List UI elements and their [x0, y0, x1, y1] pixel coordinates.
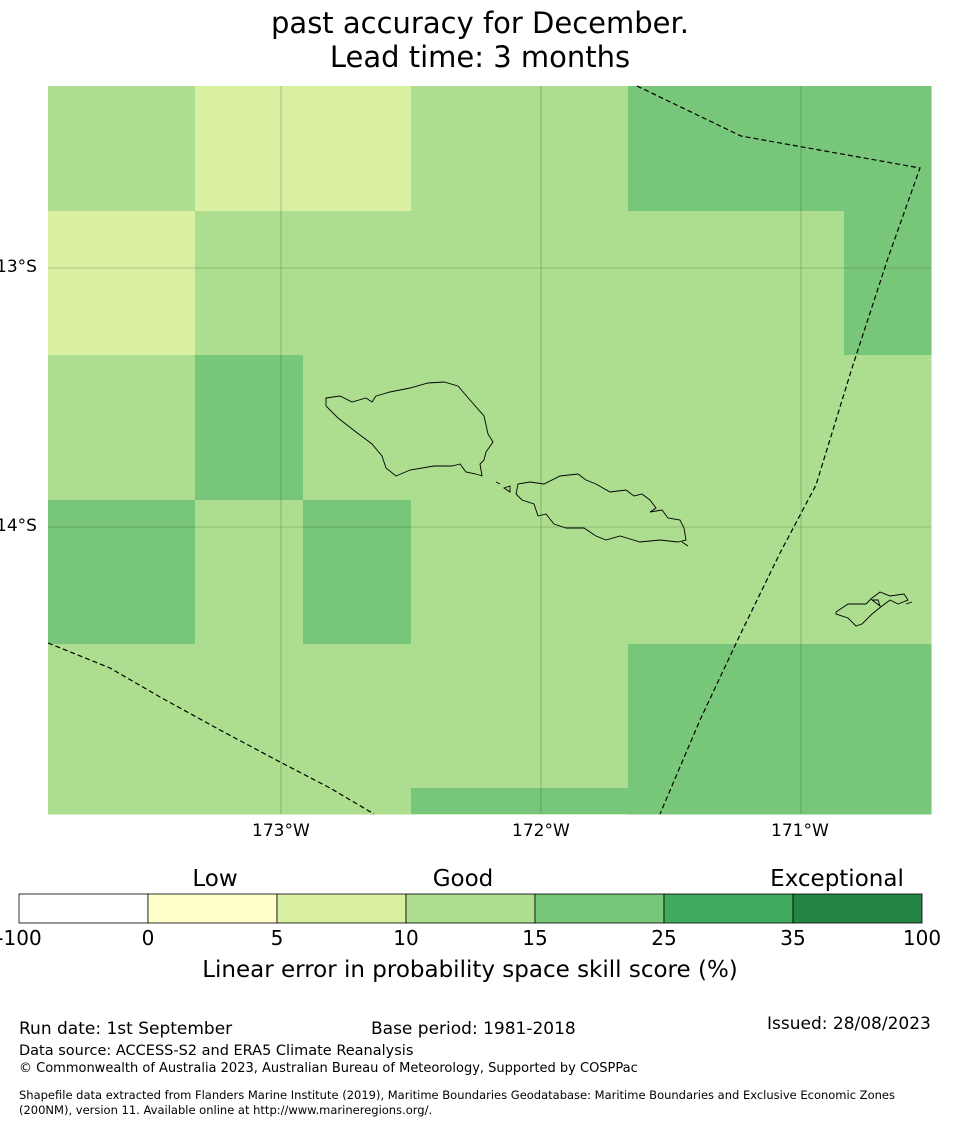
- run-date: Run date: 1st September: [19, 1019, 233, 1039]
- grid-cell: [303, 355, 412, 501]
- grid-cell: [48, 355, 196, 501]
- colorbar-box: [663, 893, 794, 924]
- colorbar-tick: 35: [780, 926, 806, 950]
- lat-label-14s: 14°S: [0, 516, 37, 536]
- colorbar-tick: 25: [651, 926, 677, 950]
- issued-date: Issued: 28/08/2023: [767, 1014, 931, 1034]
- grid-cell: [844, 86, 932, 212]
- grid-cell: [195, 644, 304, 815]
- lon-label-171w: 171°W: [771, 821, 829, 841]
- grid-cell: [628, 86, 845, 212]
- map-title-line-1: past accuracy for December.: [271, 6, 689, 40]
- colorbar-tick: 100: [902, 926, 942, 950]
- gridlines: [48, 86, 931, 814]
- colorbar-box: [534, 893, 665, 924]
- grid-cell: [628, 211, 845, 356]
- base-period: Base period: 1981-2018: [371, 1019, 576, 1039]
- grid-cell: [195, 500, 304, 645]
- colorbar-box: [792, 893, 923, 924]
- grid-cell: [411, 788, 628, 814]
- grid-cell: [303, 86, 412, 212]
- grid-cell: [48, 644, 196, 815]
- grid-cell: [411, 500, 629, 645]
- copyright: © Commonwealth of Australia 2023, Austra…: [19, 1061, 638, 1076]
- data-source: Data source: ACCESS-S2 and ERA5 Climate …: [19, 1043, 414, 1059]
- skill-grid: [48, 86, 932, 815]
- colorbar-tick: -100: [0, 926, 42, 950]
- colorbar-category-exceptional: Exceptional: [770, 866, 904, 892]
- colorbar-tick: 5: [270, 926, 284, 950]
- apolima-islet: [495, 481, 501, 485]
- colorbar-tick: 0: [141, 926, 155, 950]
- grid-cell: [411, 644, 629, 815]
- lon-label-173w: 173°W: [252, 821, 310, 841]
- colorbar-box: [18, 893, 149, 924]
- grid-cell: [303, 211, 412, 356]
- grid-cell: [195, 211, 304, 356]
- colorbar-category-low: Low: [192, 866, 238, 892]
- shapefile-credit-line-2: (200NM), version 11. Available online at…: [19, 1103, 433, 1117]
- grid-cell: [48, 500, 196, 645]
- grid-cell: [628, 355, 845, 501]
- grid-cell: [48, 211, 196, 356]
- lat-label-13s: 13°S: [0, 257, 37, 277]
- eez-boundary-east: [636, 85, 921, 815]
- grid-cell: [844, 500, 932, 645]
- eez-boundaries: [47, 85, 921, 815]
- grid-cell: [411, 86, 629, 212]
- grid-cell: [195, 355, 304, 501]
- colorbar-tick: 15: [522, 926, 548, 950]
- map-title-line-2: Lead time: 3 months: [329, 40, 631, 74]
- colorbar-category-good: Good: [432, 866, 494, 892]
- shapefile-credit-line-1: Shapefile data extracted from Flanders M…: [19, 1088, 895, 1102]
- grid-cell: [411, 355, 629, 501]
- coastlines: [325, 381, 913, 627]
- tutuila-inlet: [870, 599, 881, 608]
- grid-cell: [628, 500, 845, 645]
- lon-label-172w: 172°W: [512, 821, 570, 841]
- colorbar-label: Linear error in probability space skill …: [202, 957, 738, 983]
- manono-islet: [502, 485, 511, 493]
- colorbar-tick: 10: [393, 926, 419, 950]
- eez-boundary-southwest: [47, 642, 375, 815]
- grid-cell: [303, 644, 412, 815]
- colorbar-box: [276, 893, 407, 924]
- grid-cell: [628, 644, 931, 814]
- colorbar: [18, 893, 923, 924]
- upolu-island: [515, 473, 687, 543]
- colorbar-box: [147, 893, 278, 924]
- savaii-island: [325, 381, 494, 477]
- map-panel: [18, 85, 932, 924]
- colorbar-box: [405, 893, 536, 924]
- nuutele-islet: [681, 541, 689, 547]
- grid-cell: [303, 500, 412, 645]
- grid-cell: [411, 211, 629, 356]
- grid-cell: [195, 86, 304, 212]
- grid-cell: [844, 211, 932, 356]
- grid-cell: [844, 355, 932, 501]
- aunuu-islet: [905, 601, 913, 605]
- tutuila-island: [835, 591, 909, 627]
- grid-cell: [48, 86, 196, 212]
